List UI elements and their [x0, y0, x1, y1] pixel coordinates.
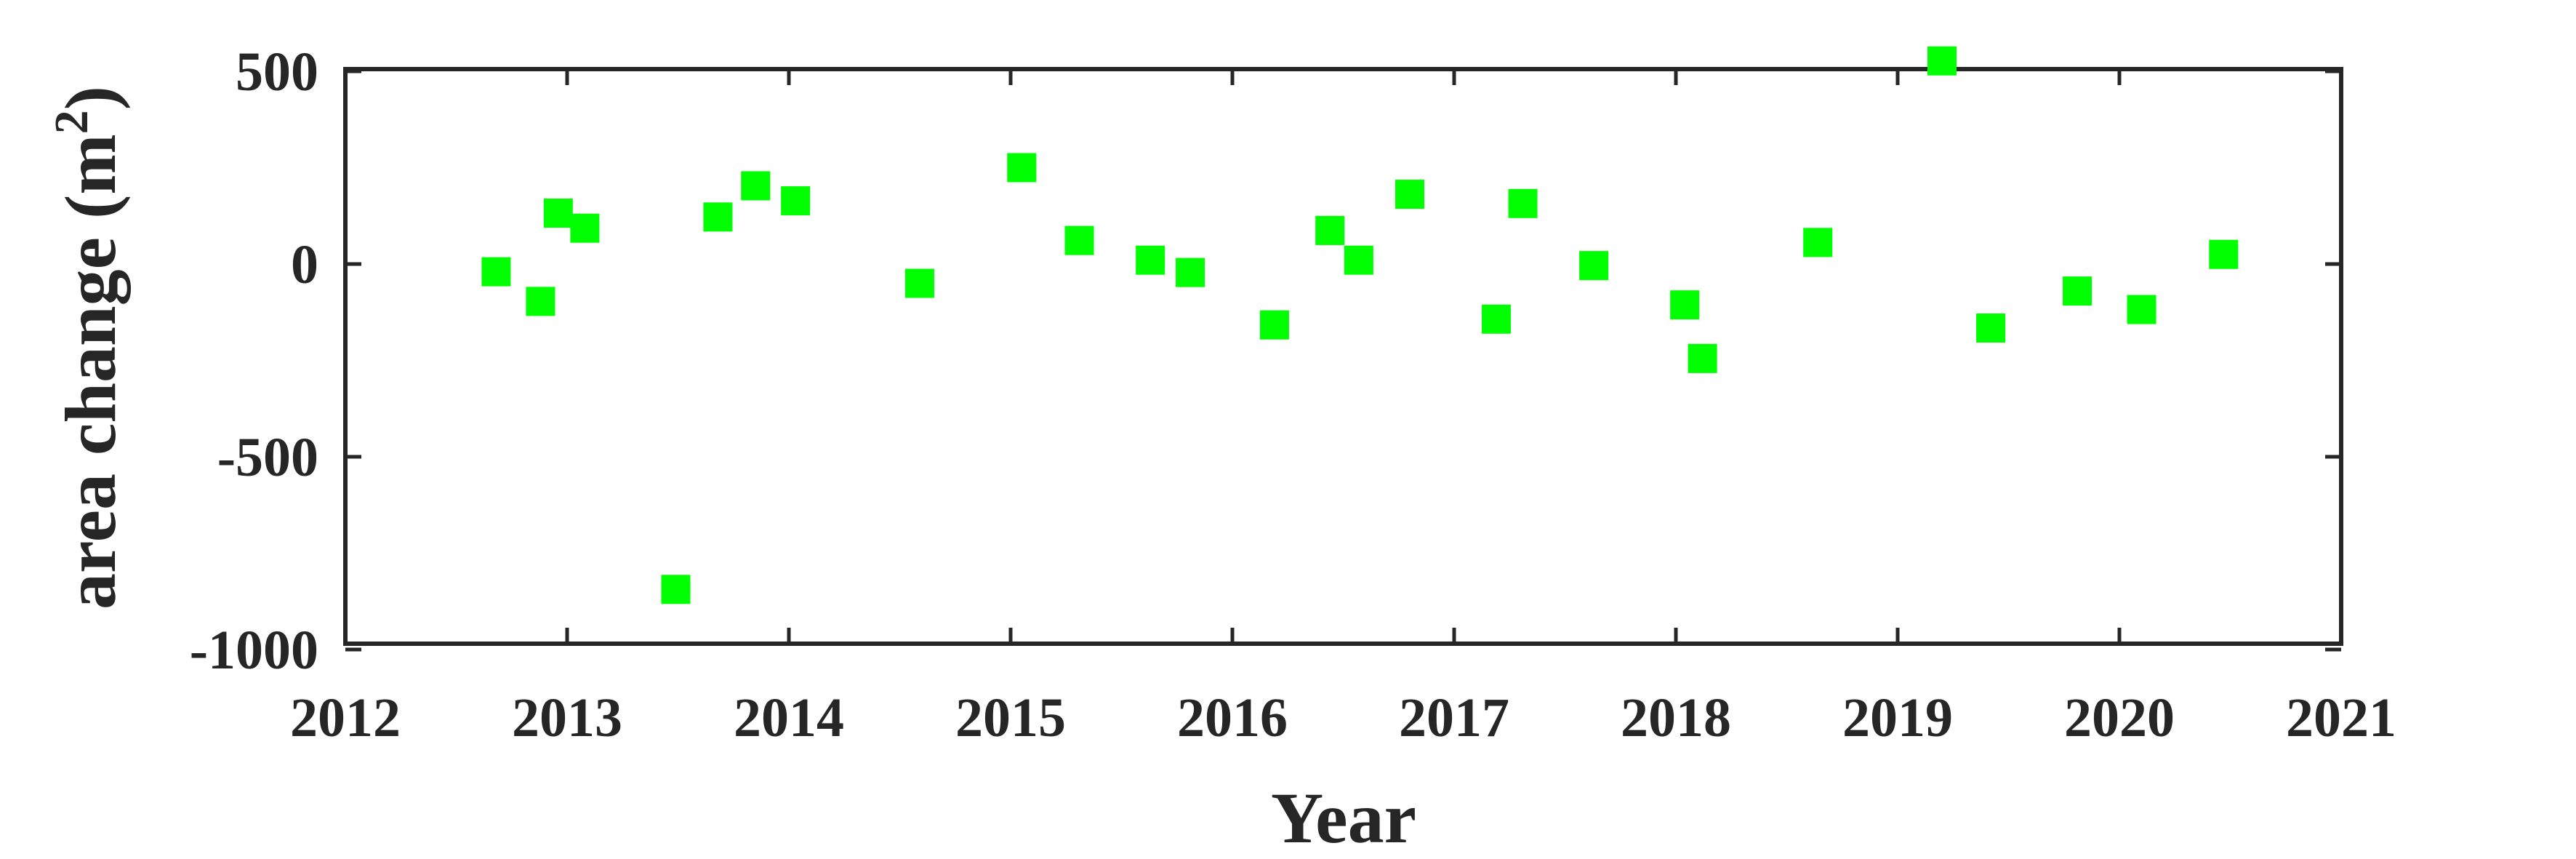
y-axis-label-superscript: 2	[45, 110, 98, 134]
data-point	[1315, 215, 1345, 245]
y-axis-label: area change (m2)	[45, 86, 131, 610]
data-point	[526, 287, 555, 316]
x-tick-label: 2017	[1399, 687, 1509, 748]
data-point	[1344, 245, 1373, 275]
data-point	[1688, 343, 1717, 373]
x-tick-label: 2019	[1842, 687, 1953, 748]
y-tick-label: 500	[236, 41, 318, 103]
data-points	[481, 46, 2239, 604]
y-tick-label: -500	[217, 427, 318, 488]
data-point	[904, 268, 934, 298]
data-point	[1508, 188, 1538, 218]
x-axis-ticks: 2012 2013 2014 2015 2016 2017 2018 2019 2020 2021	[290, 69, 2396, 748]
y-axis-label-close: )	[50, 86, 131, 110]
data-point	[1259, 310, 1289, 340]
data-point	[1481, 304, 1511, 334]
y-axis-ticks: -1000 -500 0 500	[190, 41, 2341, 681]
x-tick-label: 2016	[1177, 687, 1288, 748]
x-tick-label: 2020	[2064, 687, 2175, 748]
axes-frame	[343, 67, 2343, 646]
data-point	[570, 213, 600, 243]
data-point	[1176, 257, 1205, 287]
data-point	[1395, 180, 1424, 209]
data-point	[1670, 290, 1700, 320]
data-point	[543, 199, 573, 228]
data-point	[1803, 228, 1833, 257]
data-point	[781, 186, 811, 216]
data-point	[703, 202, 733, 232]
data-point	[2127, 295, 2156, 324]
x-tick-label: 2013	[512, 687, 622, 748]
y-axis-label-text: area change (m	[50, 134, 131, 610]
data-point	[1007, 153, 1037, 183]
x-tick-label: 2015	[955, 687, 1066, 748]
data-point	[741, 171, 771, 201]
x-tick-label: 2012	[290, 687, 401, 748]
data-point	[1136, 245, 1165, 275]
data-point	[481, 257, 511, 287]
x-tick-label: 2021	[2286, 687, 2396, 748]
data-point	[661, 575, 691, 604]
x-tick-label: 2018	[1621, 687, 1731, 748]
x-tick-label: 2014	[734, 687, 844, 748]
y-tick-label: 0	[291, 234, 318, 295]
data-point	[2063, 276, 2093, 306]
data-point	[1064, 225, 1094, 255]
data-point	[1976, 313, 2006, 343]
data-point	[1579, 251, 1609, 281]
y-tick-label: -1000	[190, 620, 318, 681]
plot-axes	[343, 67, 2343, 646]
x-axis-label: Year	[1271, 778, 1416, 858]
data-point	[1927, 46, 1957, 76]
data-point	[2209, 239, 2239, 269]
